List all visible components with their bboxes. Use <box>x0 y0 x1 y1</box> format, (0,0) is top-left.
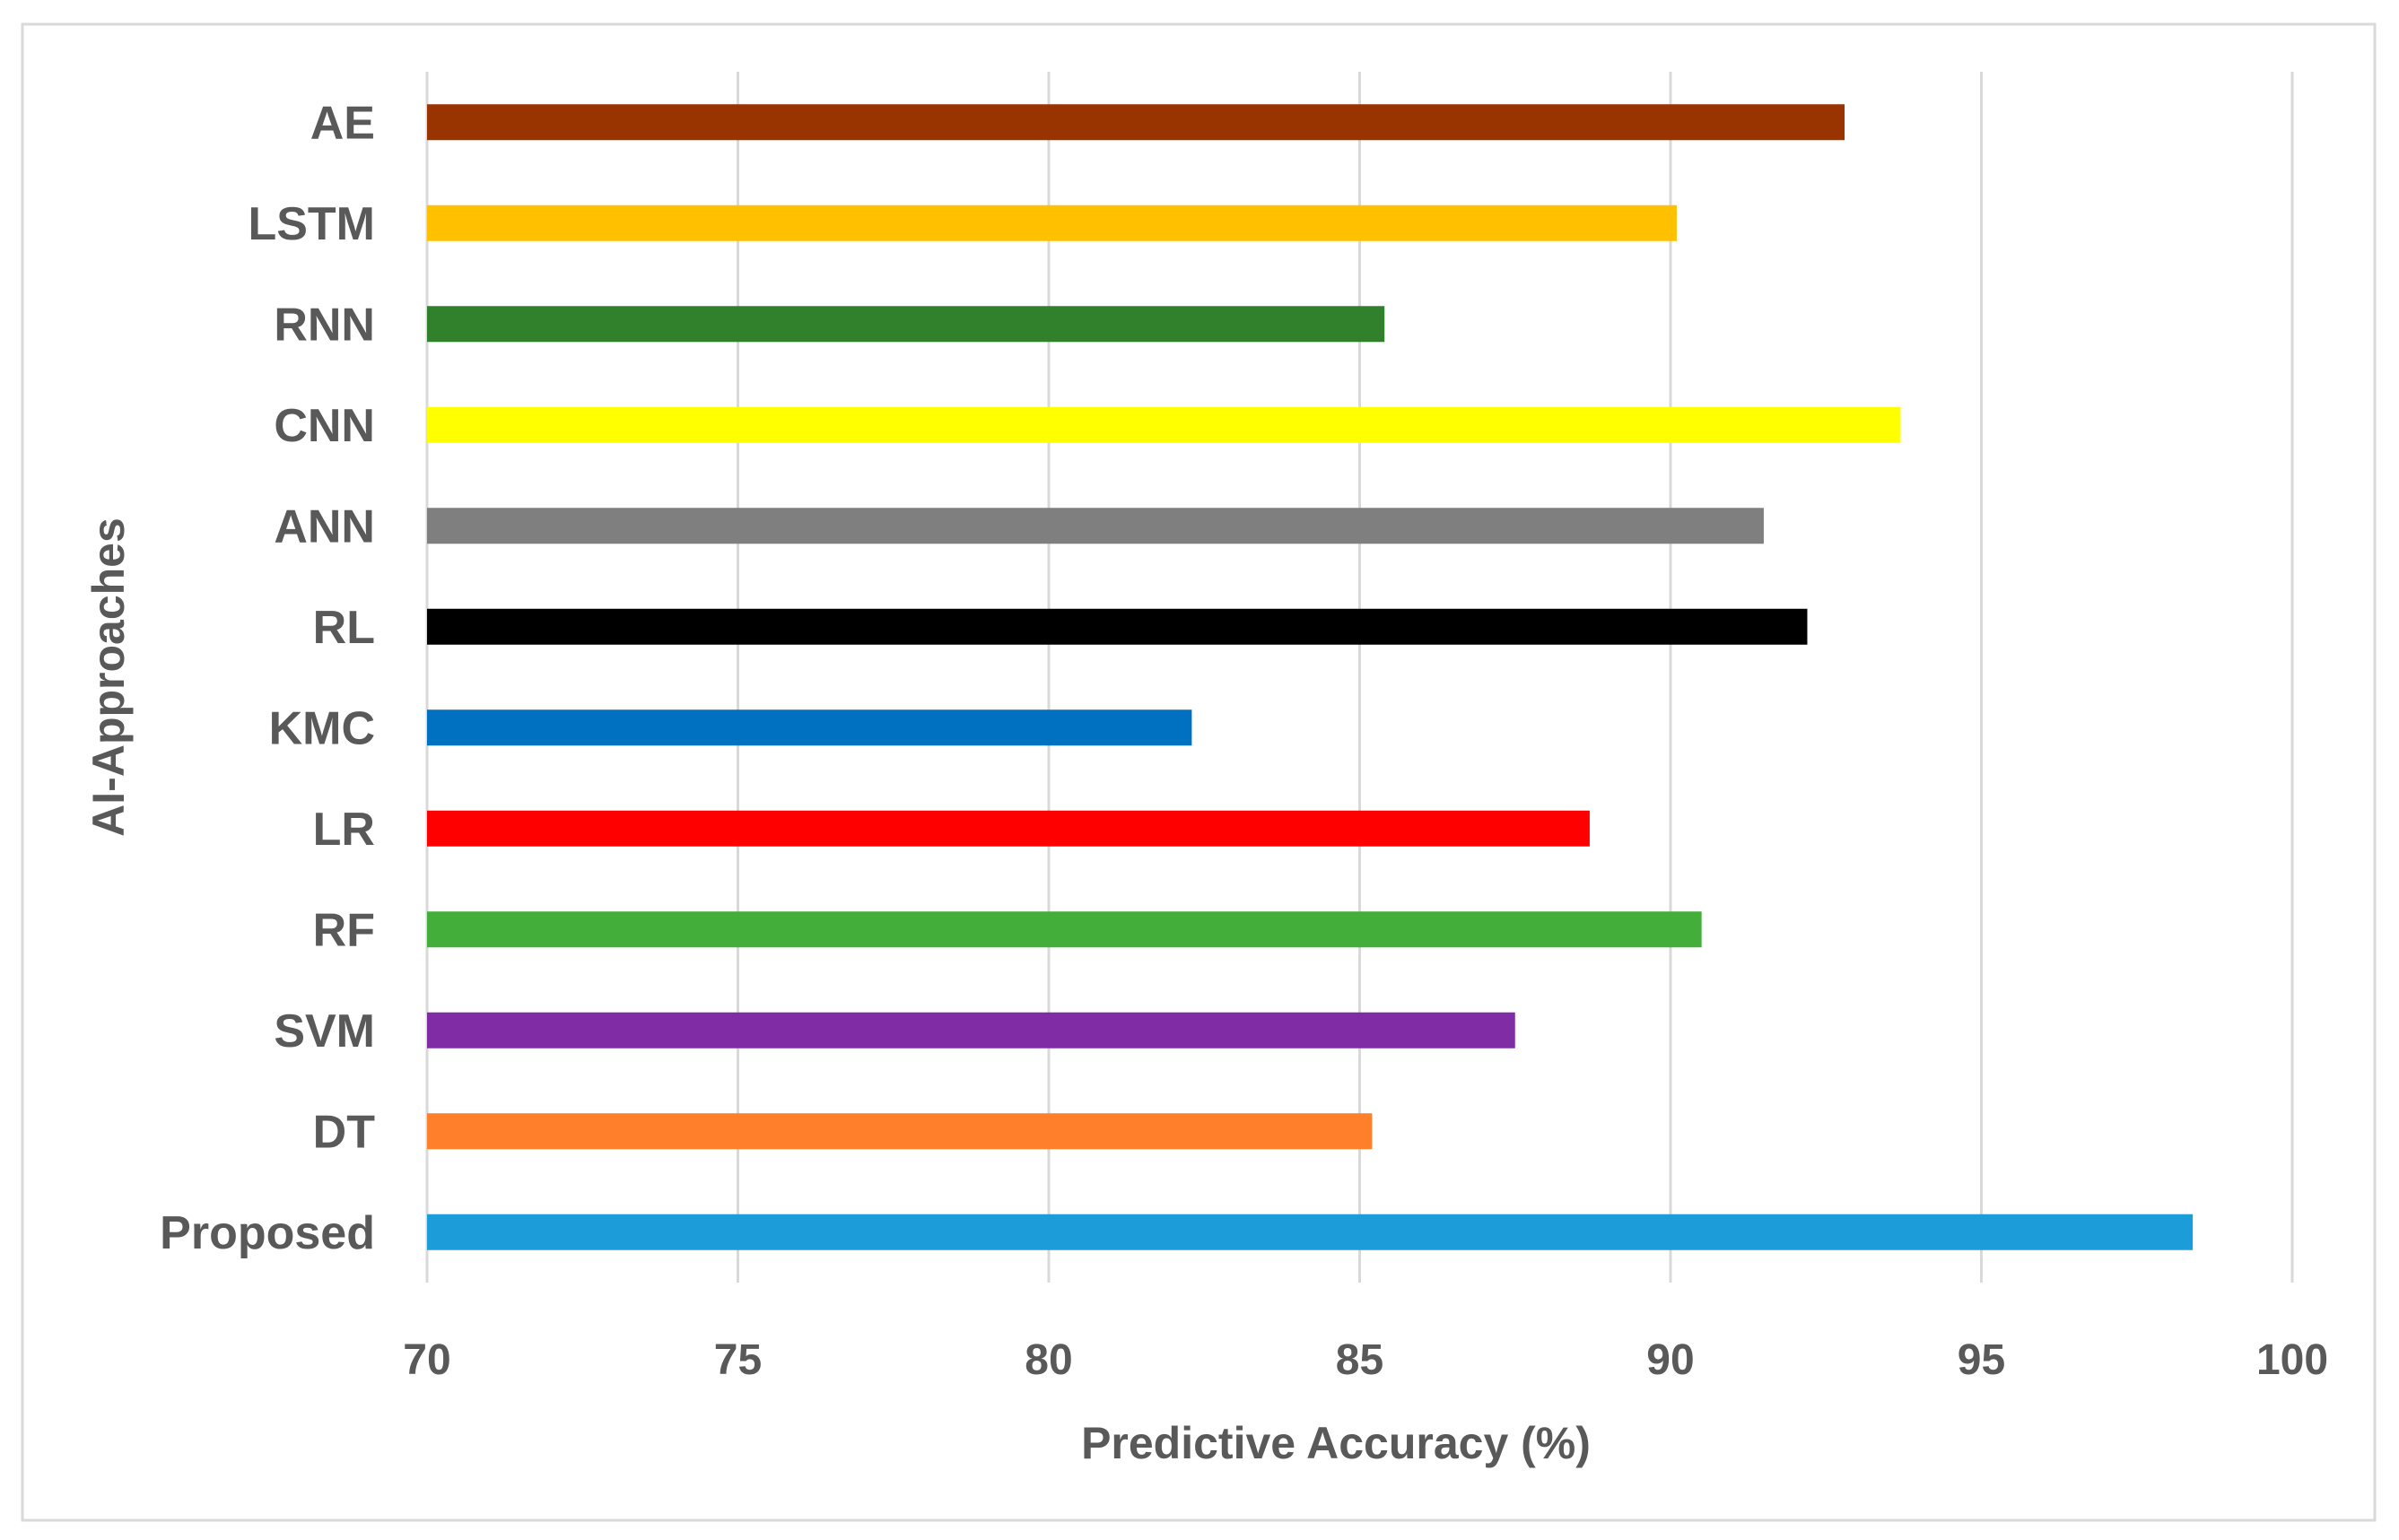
bar-ae <box>427 104 1845 141</box>
bar-kmc <box>427 709 1192 746</box>
category-label: CNN <box>274 400 375 452</box>
x-tick-label: 75 <box>714 1336 762 1384</box>
bar-dt <box>427 1113 1373 1150</box>
x-tick-label: 70 <box>403 1336 450 1384</box>
category-label: DT <box>313 1106 376 1158</box>
bar-rl <box>427 608 1808 645</box>
x-tick-label: 80 <box>1025 1336 1072 1384</box>
x-tick-label: 100 <box>2256 1336 2328 1384</box>
x-axis-title: Predictive Accuracy (%) <box>1081 1418 1591 1468</box>
bar-cnn <box>427 406 1901 443</box>
x-tick-labels: 70 75 80 85 90 95 100 <box>403 1336 2328 1384</box>
bar-lstm <box>427 204 1677 241</box>
category-label: AE <box>310 97 375 149</box>
category-label: Proposed <box>160 1207 375 1259</box>
gridlines <box>425 72 2294 1283</box>
x-tick-label: 90 <box>1646 1336 1694 1384</box>
bar-proposed <box>427 1214 2194 1250</box>
x-tick-label: 95 <box>1958 1336 2005 1384</box>
category-label: ANN <box>274 500 375 552</box>
bar-rnn <box>427 306 1385 343</box>
category-label: LSTM <box>248 198 375 250</box>
category-label: RNN <box>274 299 375 351</box>
bar-ann <box>427 508 1764 544</box>
bar-lr <box>427 810 1590 847</box>
category-label: KMC <box>269 702 375 754</box>
category-label: RL <box>313 602 375 654</box>
category-labels: AE LSTM RNN CNN ANN RL KMC LR RF SVM DT Proposed <box>160 97 375 1259</box>
category-label: RF <box>313 904 375 956</box>
category-label: SVM <box>274 1005 375 1057</box>
chart-border <box>21 22 2377 1522</box>
bar-svm <box>427 1012 1515 1048</box>
y-axis-title: AI-Approaches <box>83 518 134 837</box>
x-tick-label: 85 <box>1336 1336 1383 1384</box>
category-label: LR <box>313 804 375 856</box>
bar-rf <box>427 911 1702 948</box>
bars <box>427 104 2194 1250</box>
